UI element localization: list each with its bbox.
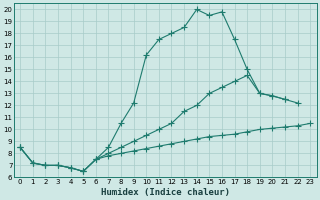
X-axis label: Humidex (Indice chaleur): Humidex (Indice chaleur) (101, 188, 230, 197)
